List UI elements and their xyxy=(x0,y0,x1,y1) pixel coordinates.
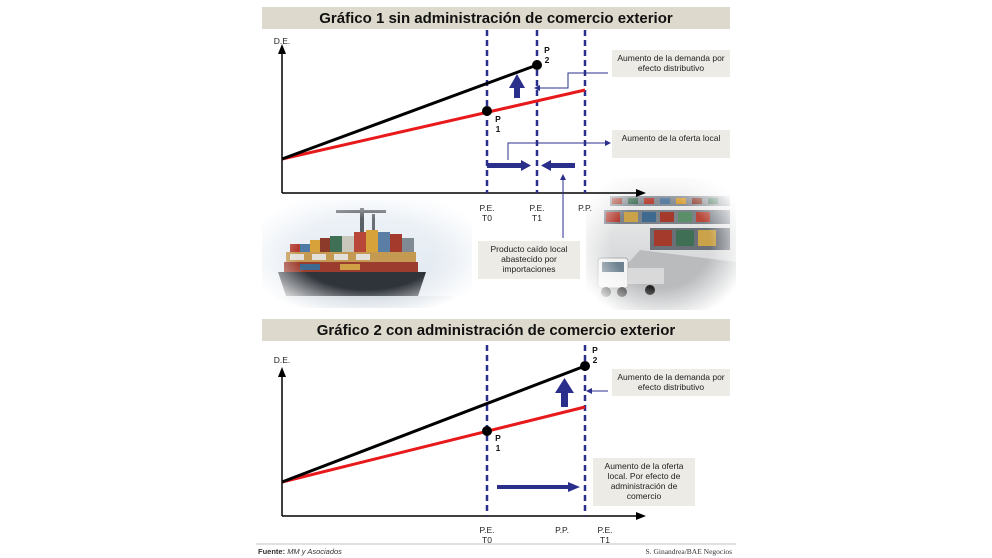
chart2-y-label: D.E. xyxy=(273,355,291,365)
chart1-demand-connector xyxy=(537,72,608,89)
chart1-y-label: D.E. xyxy=(273,36,291,46)
chart2-demand-up-arrow xyxy=(555,378,574,407)
footer-credit: S. Ginandrea/BAE Negocios xyxy=(645,547,732,556)
chart1 xyxy=(278,30,646,238)
footer-source-label: Fuente: xyxy=(258,547,286,556)
chart2-xlabel-1: P.P. xyxy=(555,525,569,535)
container-ship-illustration xyxy=(262,200,472,308)
chart2-xlabel-2: P.E. T1 xyxy=(597,525,613,545)
chart1-xlabel-1: P.E. T1 xyxy=(529,203,545,223)
chart1-point-p1 xyxy=(482,106,492,116)
chart1-note-demand: Aumento de la demanda por efecto distrib… xyxy=(612,50,730,77)
chart2-y-axis-arrow xyxy=(278,367,286,377)
chart2-supply-line xyxy=(281,405,586,484)
chart2-title: Gráfico 2 con administración de comercio… xyxy=(262,319,730,341)
chart1-y-axis-arrow xyxy=(278,44,286,54)
chart2-point-p1 xyxy=(482,426,492,436)
chart1-import-left-arrow xyxy=(541,160,575,171)
chart1-title: Gráfico 1 sin administración de comercio… xyxy=(262,7,730,29)
chart1-note-imports: Producto caído local abastecido por impo… xyxy=(478,241,580,279)
footer-source-value: MM y Asociados xyxy=(287,547,342,556)
chart1-x-axis-arrow xyxy=(636,189,646,197)
chart2-xlabel-0: P.E. T0 xyxy=(479,525,495,545)
chart2-point-p2 xyxy=(580,361,590,371)
container-port-truck-illustration xyxy=(586,178,736,310)
footer-source: Fuente: MM y Asociados xyxy=(258,547,342,556)
chart1-demand-line xyxy=(281,63,538,161)
chart2-x-axis-arrow xyxy=(636,512,646,520)
chart1-supply-connector xyxy=(507,142,608,160)
chart2-note-supply: Aumento de la oferta local. Por efecto d… xyxy=(593,458,695,506)
chart1-demand-up-arrow xyxy=(509,74,525,98)
chart2-note-demand: Aumento de la demanda por efecto distrib… xyxy=(612,369,730,396)
chart1-xlabel-2: P.P. xyxy=(578,203,592,213)
chart2 xyxy=(278,345,646,520)
chart2-supply-right-arrow xyxy=(497,482,580,492)
chart1-point-p2 xyxy=(532,60,542,70)
chart1-supply-right-arrow xyxy=(487,160,531,171)
chart1-supply-line xyxy=(281,88,586,161)
chart1-xlabel-0: P.E. T0 xyxy=(479,203,495,223)
chart1-note-supply: Aumento de la oferta local xyxy=(612,130,730,158)
chart2-demand-line xyxy=(281,364,586,484)
